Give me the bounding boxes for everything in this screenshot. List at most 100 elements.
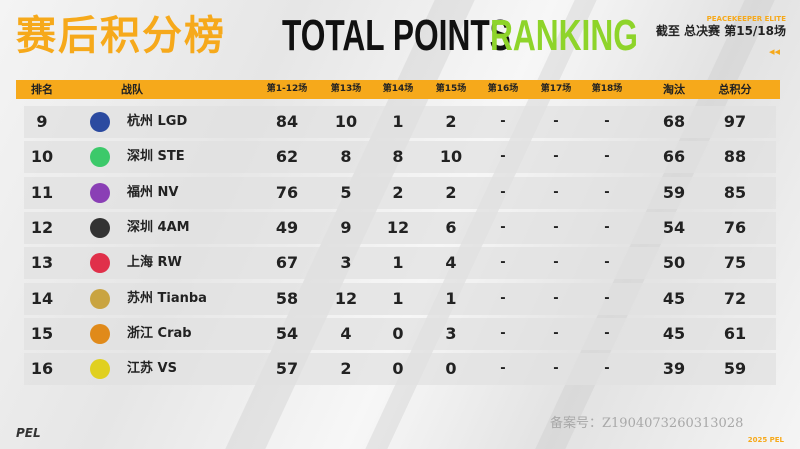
rank-cell: 16 xyxy=(30,359,54,379)
table-header: 排名 战队 第1-12场 第13场 第14场 第15场 第16场 第17场 第18场 淘汰 总积分 xyxy=(16,80,780,99)
elimination-cell: 45 xyxy=(662,288,686,308)
rank-cell: 12 xyxy=(30,217,54,237)
column-header: 第14场 xyxy=(382,84,414,94)
score-cell: 4 xyxy=(445,253,457,273)
score-cell: 84 xyxy=(275,112,299,131)
score-cell: - xyxy=(500,114,506,129)
match-progress: 截至 总决赛 第15/18场 xyxy=(655,24,786,38)
table-row: 10 深圳 STE 62 8 8 10- - -66 88 xyxy=(24,141,776,174)
elimination-cell: 68 xyxy=(662,112,686,131)
score-cell: 2 xyxy=(445,112,457,131)
score-cell: - xyxy=(553,219,559,235)
total-points-cell: 88 xyxy=(723,147,747,167)
rank-cell: 13 xyxy=(30,253,54,273)
rank-cell: 9 xyxy=(36,112,48,131)
score-cell: 1 xyxy=(392,112,404,131)
column-header: 第18场 xyxy=(591,84,623,94)
score-cell: - xyxy=(500,361,506,377)
score-cell: 0 xyxy=(445,359,457,379)
score-cell: 3 xyxy=(445,323,457,343)
column-header: 战队 xyxy=(121,83,143,96)
score-cell: - xyxy=(553,114,559,129)
score-cell: - xyxy=(553,290,559,306)
table-row: 12 深圳 4AM 49 9 12 6 - - - 54 76 xyxy=(24,211,776,244)
page-title-en: TOTAL POINTS xyxy=(282,11,511,60)
team-name: 浙江 Crab xyxy=(127,325,192,341)
score-cell: - xyxy=(604,114,610,129)
total-points-cell: 75 xyxy=(723,253,747,273)
team-name: 江苏 VS xyxy=(127,361,177,377)
score-cell: 12 xyxy=(386,217,410,237)
watermark: 备案号：Z1904073260313028 xyxy=(550,416,744,431)
score-cell: 10 xyxy=(439,147,463,167)
score-cell: - xyxy=(604,149,610,165)
elimination-cell: 39 xyxy=(662,359,686,379)
arrows-icon: ◂◂ xyxy=(768,45,780,58)
rw-logo-icon xyxy=(90,253,110,274)
tianba-logo-icon xyxy=(90,288,110,309)
score-cell: 3 xyxy=(340,253,352,273)
score-cell: - xyxy=(553,361,559,377)
score-cell: - xyxy=(604,255,610,271)
elimination-cell: 66 xyxy=(662,147,686,167)
score-cell: 6 xyxy=(445,217,457,237)
score-cell: - xyxy=(553,184,559,200)
team-name: 深圳 4AM xyxy=(127,219,190,235)
event-name: PEACEKEEPER ELITE xyxy=(706,15,786,23)
score-cell: 1 xyxy=(445,288,457,308)
team-name: 深圳 STE xyxy=(127,149,185,165)
score-cell: 4 xyxy=(340,323,352,343)
team-name: 上海 RW xyxy=(127,255,182,271)
elimination-cell: 50 xyxy=(662,253,686,273)
score-cell: 54 xyxy=(275,323,299,343)
table-row: 14 苏州 Tianba 58 12 1 1 - - - 45 72 xyxy=(24,282,776,315)
score-cell: - xyxy=(500,219,506,235)
score-cell: 0 xyxy=(392,323,404,343)
column-header: 第15场 xyxy=(435,84,467,94)
rank-cell: 14 xyxy=(30,288,54,308)
table-row: 13 上海 RW 67 3 1 4 - - - 50 75 xyxy=(24,247,776,280)
ste-logo-icon xyxy=(90,147,110,168)
total-points-cell: 61 xyxy=(723,323,747,343)
crab-logo-icon xyxy=(90,323,110,344)
team-name: 苏州 Tianba xyxy=(127,290,207,306)
rank-cell: 15 xyxy=(30,323,54,343)
score-cell: 58 xyxy=(275,288,299,308)
score-cell: 1 xyxy=(392,288,404,308)
score-cell: - xyxy=(553,325,559,341)
nv-logo-icon xyxy=(90,182,110,203)
column-header: 第16场 xyxy=(487,84,519,94)
score-cell: 76 xyxy=(275,182,299,202)
team-name: 福州 NV xyxy=(127,184,179,200)
column-header: 排名 xyxy=(31,83,53,96)
year-label: 2025 PEL xyxy=(747,436,784,444)
score-cell: - xyxy=(604,325,610,341)
score-cell: 10 xyxy=(334,112,358,131)
4am-logo-icon xyxy=(90,217,110,238)
score-cell: - xyxy=(500,255,506,271)
score-cell: 2 xyxy=(340,359,352,379)
score-cell: 0 xyxy=(392,359,404,379)
score-cell: 8 xyxy=(340,147,352,167)
column-header: 总积分 xyxy=(718,83,752,96)
score-cell: - xyxy=(500,149,506,165)
table-row: 16 江苏 VS 57 2 0 0 - - - 39 59 xyxy=(24,353,776,386)
score-cell: 8 xyxy=(392,147,404,167)
page-title-cn: 赛后积分榜 xyxy=(16,13,226,59)
rank-cell: 11 xyxy=(30,182,54,202)
score-cell: - xyxy=(500,184,506,200)
score-cell: 12 xyxy=(334,288,358,308)
column-header: 淘汰 xyxy=(663,83,685,96)
score-cell: - xyxy=(604,184,610,200)
page-title-en-highlight: RANKING xyxy=(490,11,638,60)
score-cell: 57 xyxy=(275,359,299,379)
total-points-cell: 72 xyxy=(723,288,747,308)
lgd-logo-icon xyxy=(90,112,110,132)
score-cell: 2 xyxy=(445,182,457,202)
score-cell: - xyxy=(500,325,506,341)
rank-cell: 10 xyxy=(30,147,54,167)
score-cell: 49 xyxy=(275,217,299,237)
score-cell: - xyxy=(553,149,559,165)
total-points-cell: 85 xyxy=(723,182,747,202)
score-cell: - xyxy=(604,361,610,377)
